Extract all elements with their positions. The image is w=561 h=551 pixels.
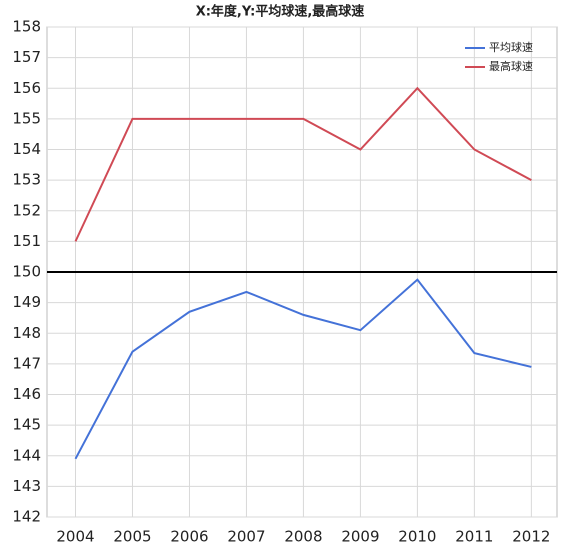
y-tick-label: 143 [12, 477, 41, 495]
y-tick-label: 156 [12, 79, 41, 97]
y-tick-label: 142 [12, 508, 41, 526]
legend-label: 平均球速 [489, 40, 533, 54]
y-tick-label: 147 [12, 354, 41, 372]
x-tick-label: 2007 [227, 528, 265, 546]
y-tick-label: 150 [12, 263, 41, 281]
y-tick-label: 148 [12, 324, 41, 342]
legend-label: 最高球速 [489, 59, 533, 73]
series-line [74, 86, 532, 242]
y-tick-label: 149 [12, 293, 41, 311]
y-tick-label: 157 [12, 48, 41, 66]
y-tick-label: 151 [12, 232, 41, 250]
x-tick-label: 2008 [284, 528, 322, 546]
x-tick-label: 2012 [512, 528, 550, 546]
x-tick-label: 2009 [341, 528, 379, 546]
x-tick-label: 2005 [113, 528, 151, 546]
y-tick-label: 145 [12, 416, 41, 434]
y-tick-label: 158 [12, 18, 41, 36]
x-tick-label: 2004 [56, 528, 94, 546]
x-tick-label: 2006 [170, 528, 208, 546]
series-line [74, 278, 532, 460]
x-tick-label: 2011 [455, 528, 493, 546]
y-tick-label: 146 [12, 385, 41, 403]
x-tick-label: 2010 [398, 528, 436, 546]
y-tick-label: 154 [12, 140, 41, 158]
y-tick-label: 155 [12, 109, 41, 127]
y-tick-label: 152 [12, 201, 41, 219]
y-tick-label: 144 [12, 446, 41, 464]
y-tick-label: 153 [12, 171, 41, 189]
chart-title: X:年度,Y:平均球速,最高球速 [196, 4, 365, 20]
